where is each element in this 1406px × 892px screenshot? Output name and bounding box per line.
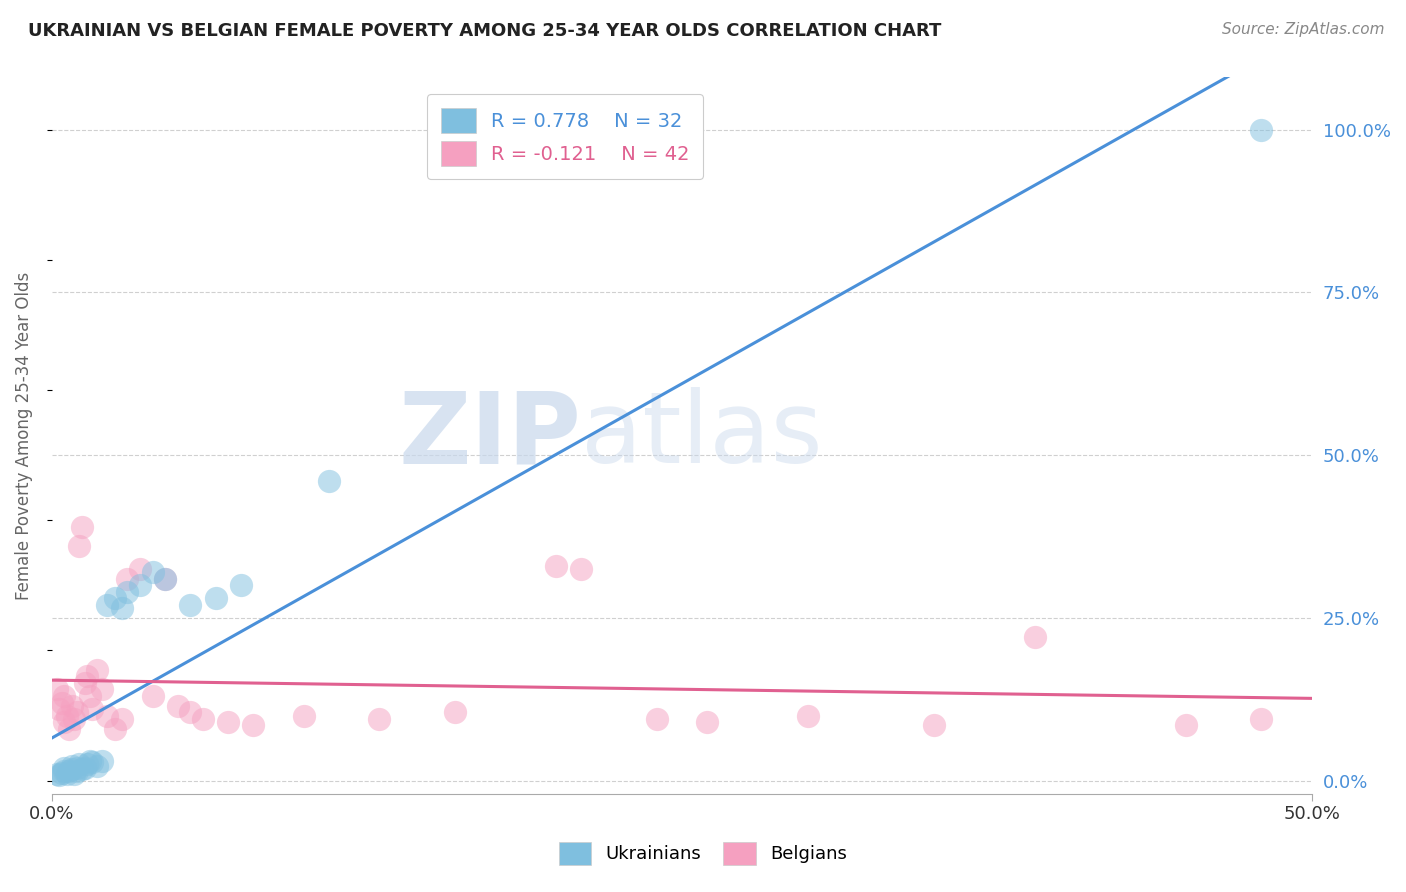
Point <box>80 756 103 770</box>
Point <box>1024 631 1046 645</box>
Point <box>444 706 467 720</box>
Point <box>696 714 718 729</box>
Point <box>51 765 73 780</box>
Point <box>129 562 152 576</box>
Point <box>51 696 73 710</box>
Point <box>70 762 93 776</box>
Text: ZIP: ZIP <box>398 387 581 484</box>
Point <box>56 708 79 723</box>
Y-axis label: Female Poverty Among 25-34 Year Olds: Female Poverty Among 25-34 Year Olds <box>15 271 32 599</box>
Point <box>53 761 76 775</box>
Point <box>1250 122 1272 136</box>
Point <box>204 591 226 606</box>
Point <box>179 706 201 720</box>
Point <box>66 761 89 775</box>
Text: Source: ZipAtlas.com: Source: ZipAtlas.com <box>1222 22 1385 37</box>
Point <box>76 669 98 683</box>
Point <box>58 722 80 736</box>
Point <box>1174 718 1197 732</box>
Point <box>48 768 70 782</box>
Point <box>45 682 67 697</box>
Point <box>179 598 201 612</box>
Point <box>645 712 668 726</box>
Point <box>69 539 91 553</box>
Point <box>70 519 93 533</box>
Point <box>153 572 176 586</box>
Point <box>63 712 86 726</box>
Point <box>797 708 820 723</box>
Point <box>111 601 134 615</box>
Point <box>368 712 391 726</box>
Text: atlas: atlas <box>581 387 823 484</box>
Point <box>56 767 79 781</box>
Point <box>142 689 165 703</box>
Point <box>104 591 127 606</box>
Point <box>66 764 89 778</box>
Point <box>53 764 76 778</box>
Point <box>45 767 67 781</box>
Point <box>91 682 114 697</box>
Point <box>544 558 567 573</box>
Point <box>1250 712 1272 726</box>
Point <box>53 714 76 729</box>
Point <box>53 689 76 703</box>
Point <box>96 708 118 723</box>
Point <box>79 689 101 703</box>
Point <box>60 759 83 773</box>
Point <box>73 761 96 775</box>
Point <box>569 562 592 576</box>
Point <box>80 702 103 716</box>
Point <box>191 712 214 726</box>
Point <box>217 714 239 729</box>
Point <box>58 764 80 778</box>
Point <box>129 578 152 592</box>
Text: UKRAINIAN VS BELGIAN FEMALE POVERTY AMONG 25-34 YEAR OLDS CORRELATION CHART: UKRAINIAN VS BELGIAN FEMALE POVERTY AMON… <box>28 22 942 40</box>
Point <box>142 566 165 580</box>
Point <box>60 698 83 713</box>
Point <box>60 762 83 776</box>
Point <box>73 676 96 690</box>
Point <box>922 718 945 732</box>
Point <box>76 757 98 772</box>
Point <box>91 754 114 768</box>
Point <box>63 767 86 781</box>
Point <box>117 572 139 586</box>
Point <box>229 578 252 592</box>
Point <box>96 598 118 612</box>
Legend: Ukrainians, Belgians: Ukrainians, Belgians <box>551 835 855 872</box>
Point <box>111 712 134 726</box>
Point <box>292 708 315 723</box>
Point <box>48 702 70 716</box>
Point <box>104 722 127 736</box>
Point <box>242 718 264 732</box>
Point <box>69 757 91 772</box>
Legend: R = 0.778    N = 32, R = -0.121    N = 42: R = 0.778 N = 32, R = -0.121 N = 42 <box>427 95 703 179</box>
Point <box>79 754 101 768</box>
Point <box>66 706 89 720</box>
Point <box>166 698 188 713</box>
Point <box>86 759 108 773</box>
Point <box>153 572 176 586</box>
Point <box>318 474 340 488</box>
Point <box>86 663 108 677</box>
Point <box>117 584 139 599</box>
